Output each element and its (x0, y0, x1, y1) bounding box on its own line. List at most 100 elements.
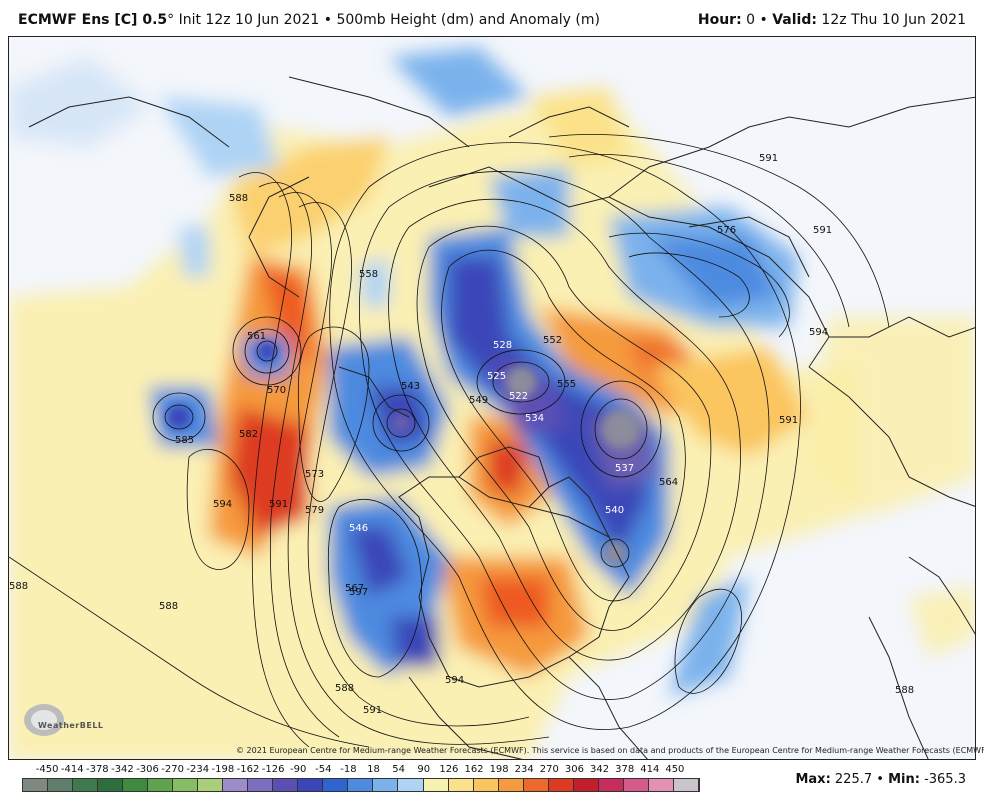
contour-label-555: 555 (557, 379, 576, 390)
colorbar-swatch (673, 779, 699, 791)
colorbar-swatch (248, 779, 274, 791)
colorbar-swatch (23, 779, 49, 791)
contour-label-591-b: 591 (363, 705, 382, 716)
valid-value: 12z Thu 10 Jun 2021 (821, 12, 966, 28)
colorbar-swatch (148, 779, 174, 791)
title-bullet: • (323, 12, 332, 28)
colorbar-tick-label: -18 (340, 764, 357, 775)
colorbar-swatch (48, 779, 74, 791)
contour-label-591-c: 591 (779, 415, 798, 426)
contour-label-543: 543 (401, 381, 420, 392)
colorbar-swatch (523, 779, 549, 791)
colorbar-tick-label: 18 (367, 764, 380, 775)
colorbar-ticks: -450 -414 -378 -342 -306 -270 -234 -198 -162 -126… (18, 764, 708, 778)
colorbar-swatch (273, 779, 299, 791)
contour-label-588-c: 588 (895, 685, 914, 696)
colorbar-swatch (373, 779, 399, 791)
contour-label-591-a: 591 (269, 499, 288, 510)
contour-label-537: 537 (615, 463, 634, 474)
colorbar-swatch (298, 779, 324, 791)
colorbar-tick-label: 54 (392, 764, 406, 775)
colorbar-tick-label: 162 (464, 764, 484, 775)
logo-text: WeatherBELL (38, 721, 104, 730)
colorbar-swatch (573, 779, 599, 791)
colorbar-swatch (648, 779, 674, 791)
colorbar-tick-label: -450 (35, 764, 59, 775)
contour-label-591-e: 591 (759, 153, 778, 164)
contour-label-582: 582 (239, 429, 258, 440)
max-value: 225.7 (834, 772, 873, 787)
contour-label-549: 549 (469, 395, 488, 406)
colorbar-tick-label: 198 (489, 764, 509, 775)
min-label: Min: (888, 772, 920, 787)
max-label: Max: (795, 772, 831, 787)
logo-icon (24, 704, 64, 736)
degree-symbol: ° (167, 12, 175, 28)
max-min-stats: Max: 225.7 • Min: -365.3 (795, 772, 966, 787)
contour-label-564: 564 (659, 477, 678, 488)
colorbar-swatch (173, 779, 199, 791)
colorbar-tick-label: 90 (417, 764, 431, 775)
contour-label-588-d: 588 (159, 601, 178, 612)
colorbar-tick-label: -90 (290, 764, 307, 775)
colorbar-swatch (223, 779, 249, 791)
contour-label-594-a: 594 (213, 499, 232, 510)
colorbar-swatch (423, 779, 449, 791)
colorbar-swatch (448, 779, 474, 791)
colorbar-tick-label: 450 (665, 764, 685, 775)
contour-label-573: 573 (305, 469, 324, 480)
valid-time-info: Hour: 0 • Valid: 12z Thu 10 Jun 2021 (698, 12, 966, 28)
colorbar-swatch (473, 779, 499, 791)
colorbar-swatch (323, 779, 349, 791)
colorbar-tick-label: 342 (590, 764, 610, 775)
colorbar-swatch (623, 779, 649, 791)
contour-label-546: 546 (349, 523, 368, 534)
contour-label-570: 570 (267, 385, 286, 396)
colorbar-swatch (398, 779, 424, 791)
contour-label-576: 576 (717, 225, 736, 236)
colorbar-tick-label: -306 (136, 764, 159, 775)
contour-label-522: 522 (509, 391, 528, 402)
colorbar-swatch (123, 779, 149, 791)
colorbar (22, 778, 700, 792)
colorbar-tick-label: 306 (564, 764, 584, 775)
weatherbell-logo (22, 700, 106, 746)
contour-label-588-e: 588 (9, 581, 28, 592)
colorbar-tick-label: 234 (514, 764, 534, 775)
colorbar-tick-label: -270 (161, 764, 185, 775)
colorbar-swatch (598, 779, 624, 791)
contour-label-561: 561 (247, 331, 266, 342)
init-time: Init 12z 10 Jun 2021 (178, 12, 320, 28)
colorbar-tick-label: 378 (615, 764, 635, 775)
contour-label-591-d: 591 (813, 225, 832, 236)
valid-bullet: • (759, 12, 768, 28)
anomaly-map[interactable]: 588 594 591 582 570 561 585 528 525 522 … (8, 36, 976, 760)
colorbar-tick-label: -198 (211, 764, 235, 775)
contour-label-540: 540 (605, 505, 624, 516)
hour-value: 0 (746, 12, 756, 28)
contour-label-528: 528 (493, 340, 512, 351)
contour-label-594-b: 594 (445, 675, 464, 686)
copyright-credit: © 2021 European Centre for Medium-range … (236, 746, 984, 755)
contour-label-585: 585 (175, 435, 194, 446)
colorbar-tick-label: -342 (111, 764, 134, 775)
contour-label-567: 567 (345, 583, 364, 594)
anomaly-shading (9, 47, 975, 759)
contour-label-579: 579 (305, 505, 324, 516)
header: ECMWF Ens [C] 0.5° Init 12z 10 Jun 2021 … (0, 0, 984, 36)
hour-label: Hour: (697, 12, 742, 28)
colorbar-swatch (548, 779, 574, 791)
stats-bullet: • (876, 772, 884, 787)
contour-label-588-b: 588 (335, 683, 354, 694)
colorbar-tick-label: 126 (439, 764, 459, 775)
colorbar-tick-label: 414 (640, 764, 660, 775)
colorbar-tick-label: -126 (261, 764, 285, 775)
contour-label-597: 597 (349, 587, 368, 598)
coastlines (28, 76, 975, 759)
colorbar-swatch (73, 779, 99, 791)
contour-labels: 588 594 591 582 570 561 585 528 525 522 … (9, 153, 914, 716)
map-svg: 588 594 591 582 570 561 585 528 525 522 … (9, 37, 975, 759)
colorbar-swatch (198, 779, 224, 791)
anomaly-cores (167, 341, 641, 565)
contour-label-588-a: 588 (229, 193, 248, 204)
